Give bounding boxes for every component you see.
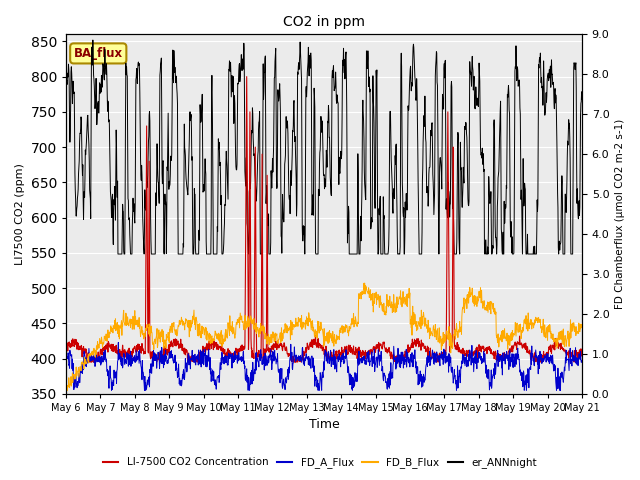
X-axis label: Time: Time [308, 419, 339, 432]
Y-axis label: LI7500 CO2 (ppm): LI7500 CO2 (ppm) [15, 163, 25, 265]
Title: CO2 in ppm: CO2 in ppm [283, 15, 365, 29]
Text: BA_flux: BA_flux [74, 47, 123, 60]
Y-axis label: FD Chamberflux (μmol CO2 m-2 s-1): FD Chamberflux (μmol CO2 m-2 s-1) [615, 119, 625, 309]
Legend: LI-7500 CO2 Concentration, FD_A_Flux, FD_B_Flux, er_ANNnight: LI-7500 CO2 Concentration, FD_A_Flux, FD… [99, 453, 541, 472]
